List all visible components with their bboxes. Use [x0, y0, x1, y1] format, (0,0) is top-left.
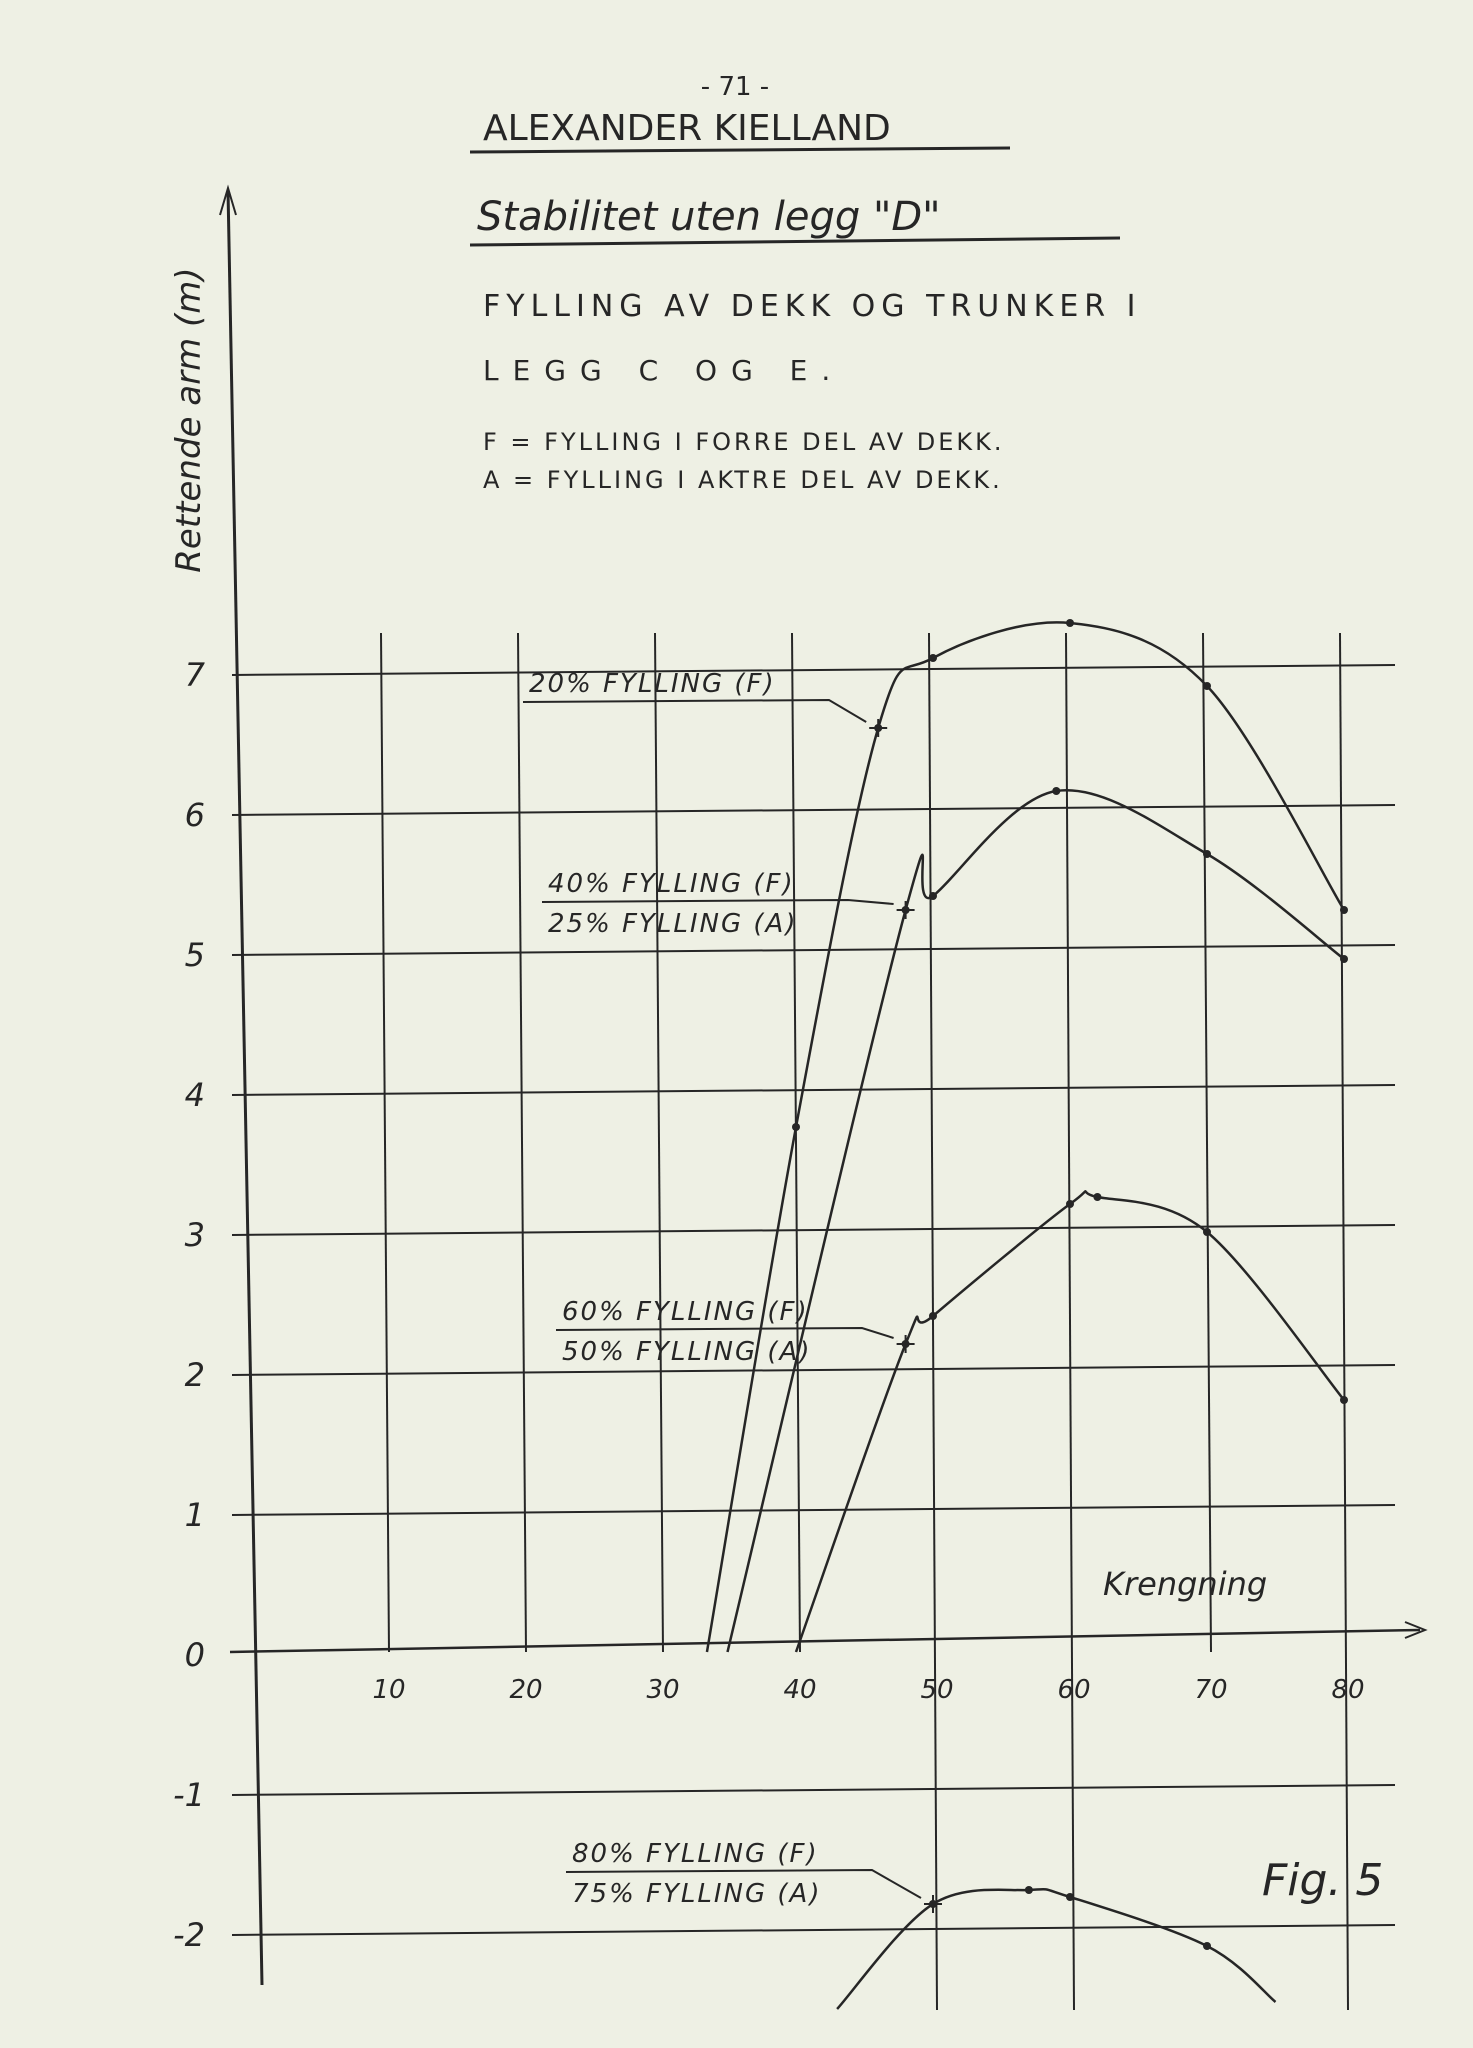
series-label: 40% FYLLING (F) — [548, 869, 795, 899]
y-axis-line — [226, 189, 264, 1986]
series-label: 20% FYLLING (F) — [529, 669, 776, 699]
series-label: 60% FYLLING (F) — [562, 1297, 809, 1327]
star-marker-icon — [924, 1895, 942, 1913]
gridline-y — [231, 664, 1396, 676]
series-line — [836, 1887, 1277, 2010]
data-point — [1052, 787, 1061, 795]
page-number: - 71 - — [701, 72, 769, 102]
series-label: 75% FYLLING (A) — [572, 1879, 821, 1909]
x-tick-label: 80 — [1331, 1675, 1364, 1705]
y-tick-label: 0 — [185, 1636, 205, 1674]
gridline-x — [1339, 632, 1349, 2011]
gridline-x — [1202, 632, 1212, 1653]
y-tick-label: -2 — [173, 1916, 205, 1954]
data-point — [1203, 682, 1211, 690]
gridline-y — [231, 804, 1396, 816]
data-point — [1340, 955, 1348, 963]
y-tick-label: 5 — [185, 936, 205, 974]
data-point — [1203, 850, 1211, 858]
gridline-x — [517, 632, 527, 1653]
chart-subtitle: Stabilitet uten legg "D" — [477, 194, 941, 240]
series-label: 50% FYLLING (A) — [562, 1337, 811, 1367]
gridline-x — [654, 632, 664, 1653]
y-tick-label: 4 — [185, 1076, 205, 1114]
y-axis-label: Rettende arm (m) — [169, 267, 209, 572]
y-tick-label: 3 — [185, 1216, 205, 1254]
x-axis-label: Krengning — [1103, 1565, 1267, 1603]
data-point — [1024, 1886, 1033, 1894]
label-leader-line — [565, 1868, 922, 1899]
data-point — [929, 654, 937, 662]
label-leader-line — [555, 1326, 894, 1339]
x-tick-label: 50 — [920, 1675, 953, 1705]
x-tick-label: 40 — [783, 1675, 816, 1705]
gridline-x — [928, 632, 938, 2011]
y-axis-arrow-icon — [219, 184, 237, 216]
data-point — [1340, 1396, 1348, 1404]
y-tick-label: -1 — [173, 1776, 205, 1814]
y-tick-label: 7 — [185, 656, 206, 694]
series-line — [726, 788, 1345, 1653]
description-line-1: FYLLING AV DEKK OG TRUNKER I — [483, 289, 1142, 324]
star-marker-icon — [869, 719, 888, 737]
gridline-y — [231, 1504, 1396, 1516]
description-line-2: LEGG C OG E. — [483, 354, 844, 387]
gridline-x — [791, 632, 801, 1653]
y-tick-label: 6 — [185, 796, 205, 834]
subtitle-underline — [469, 236, 1121, 247]
gridline-y — [231, 1084, 1396, 1096]
note-a: A = FYLLING I AKTRE DEL AV DEKK. — [483, 466, 1003, 494]
data-point — [1093, 1193, 1102, 1201]
label-leader-line — [522, 698, 867, 723]
data-point — [792, 1123, 800, 1131]
figure-label: Fig. 5 — [1262, 1855, 1383, 1906]
data-point — [1066, 1893, 1074, 1901]
data-point — [1340, 906, 1348, 914]
label-leader-line — [541, 898, 894, 905]
note-f: F = FYLLING I FORRE DEL AV DEKK. — [483, 428, 1005, 456]
data-point — [1066, 619, 1074, 627]
document-title: ALEXANDER KIELLAND — [483, 108, 891, 149]
gridline-y — [231, 944, 1396, 956]
x-tick-label: 60 — [1057, 1675, 1090, 1705]
gridline-y — [231, 1784, 1396, 1796]
data-point — [1066, 1200, 1074, 1208]
gridline-y — [231, 1924, 1396, 1936]
gridline-x — [380, 632, 390, 1653]
gridline-y — [231, 1224, 1396, 1236]
data-point — [1203, 1228, 1211, 1236]
star-marker-icon — [896, 1335, 915, 1353]
x-axis-line — [229, 1628, 1421, 1654]
y-tick-label: 1 — [185, 1496, 205, 1534]
series-label: 25% FYLLING (A) — [548, 909, 797, 939]
data-point — [929, 892, 937, 900]
x-tick-label: 10 — [372, 1675, 405, 1705]
y-tick-label: 2 — [185, 1356, 205, 1394]
gridline-x — [1065, 632, 1075, 2011]
x-axis-arrow-icon — [1404, 1621, 1428, 1639]
data-point — [1203, 1942, 1211, 1950]
series-line — [705, 621, 1346, 1653]
x-tick-label: 30 — [646, 1675, 679, 1705]
data-point — [929, 1312, 937, 1320]
x-tick-label: 70 — [1194, 1675, 1227, 1705]
series-label: 80% FYLLING (F) — [572, 1839, 819, 1869]
gridline-y — [231, 1364, 1396, 1376]
title-underline — [469, 146, 1011, 154]
star-marker-icon — [896, 901, 915, 919]
x-tick-label: 20 — [509, 1675, 542, 1705]
